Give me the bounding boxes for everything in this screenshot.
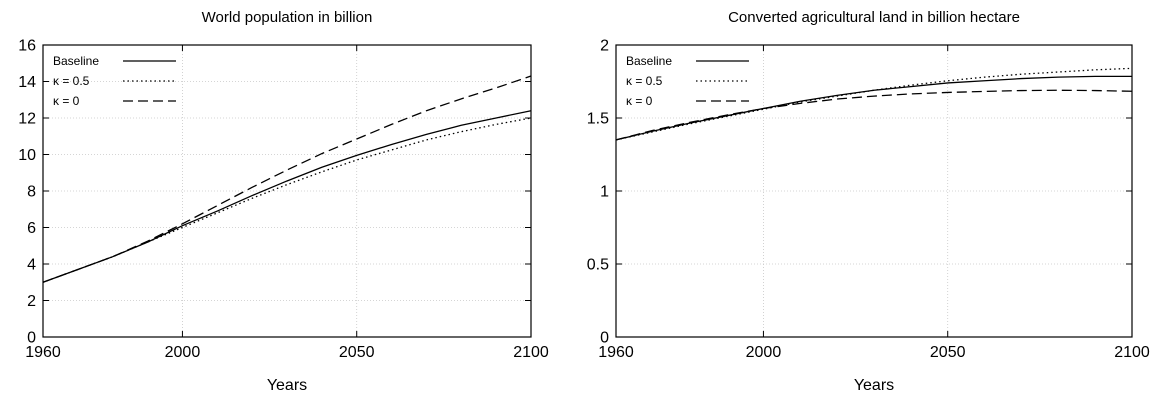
chart-0-title: World population in billion <box>202 9 373 26</box>
chart-1-x-tick-label: 1960 <box>598 344 634 361</box>
chart-1-series-line-1 <box>615 67 1133 141</box>
chart-1-y-tick-label: 1 <box>600 184 609 201</box>
chart-1-series-line-2 <box>615 89 1133 141</box>
chart-0-series-line-1 <box>42 117 532 283</box>
chart-0-y-tick-label: 6 <box>27 220 36 237</box>
population-chart: 1960 2000 2050 2100 0 2 4 6 8 10 12 14 16 World popul… <box>18 9 549 394</box>
chart-1-x-tick-label: 2000 <box>746 344 782 361</box>
chart-0-x-axis-label: Years <box>267 377 307 394</box>
chart-0-y-tick-label: 2 <box>27 293 36 310</box>
chart-0-x-tick-label: 2100 <box>513 344 549 361</box>
chart-0-y-tick-label: 10 <box>18 147 36 164</box>
chart-0-y-tick-label: 16 <box>18 38 36 55</box>
chart-1-legend-label-2: κ = 0 <box>626 94 653 108</box>
chart-0-y-tick-label: 12 <box>18 111 36 128</box>
chart-0-legend-label-0: Baseline <box>53 54 99 68</box>
chart-0-y-tick-label: 0 <box>27 330 36 347</box>
chart-0-y-tick-label: 4 <box>27 257 36 274</box>
chart-1-y-tick-label: 1.5 <box>587 111 609 128</box>
chart-0-y-tick-label: 14 <box>18 74 36 91</box>
chart-0-x-tick-label: 2000 <box>165 344 201 361</box>
chart-0-y-tick-label: 8 <box>27 184 36 201</box>
chart-0-series-line-2 <box>42 75 532 283</box>
agricultural-land-chart: 1960 2000 2050 2100 0 0.5 1 1.5 2 Converted agric… <box>587 9 1150 394</box>
chart-0-x-tick-label: 2050 <box>339 344 375 361</box>
chart-1-title: Converted agricultural land in billion h… <box>728 9 1020 26</box>
chart-1-legend-label-0: Baseline <box>626 54 672 68</box>
chart-0-series-line-0 <box>42 110 532 283</box>
chart-0-legend-label-1: κ = 0.5 <box>53 74 90 88</box>
chart-1-legend-label-1: κ = 0.5 <box>626 74 663 88</box>
chart-0-x-tick-label: 1960 <box>25 344 61 361</box>
chart-1-x-tick-label: 2050 <box>930 344 966 361</box>
chart-0-legend-label-2: κ = 0 <box>53 94 80 108</box>
chart-1-y-tick-label: 0 <box>600 330 609 347</box>
chart-1-y-tick-label: 0.5 <box>587 257 609 274</box>
chart-1-series-line-0 <box>615 75 1132 141</box>
chart-1-x-tick-label: 2100 <box>1114 344 1150 361</box>
chart-1-y-tick-label: 2 <box>600 38 609 55</box>
chart-1-x-axis-label: Years <box>854 377 894 394</box>
